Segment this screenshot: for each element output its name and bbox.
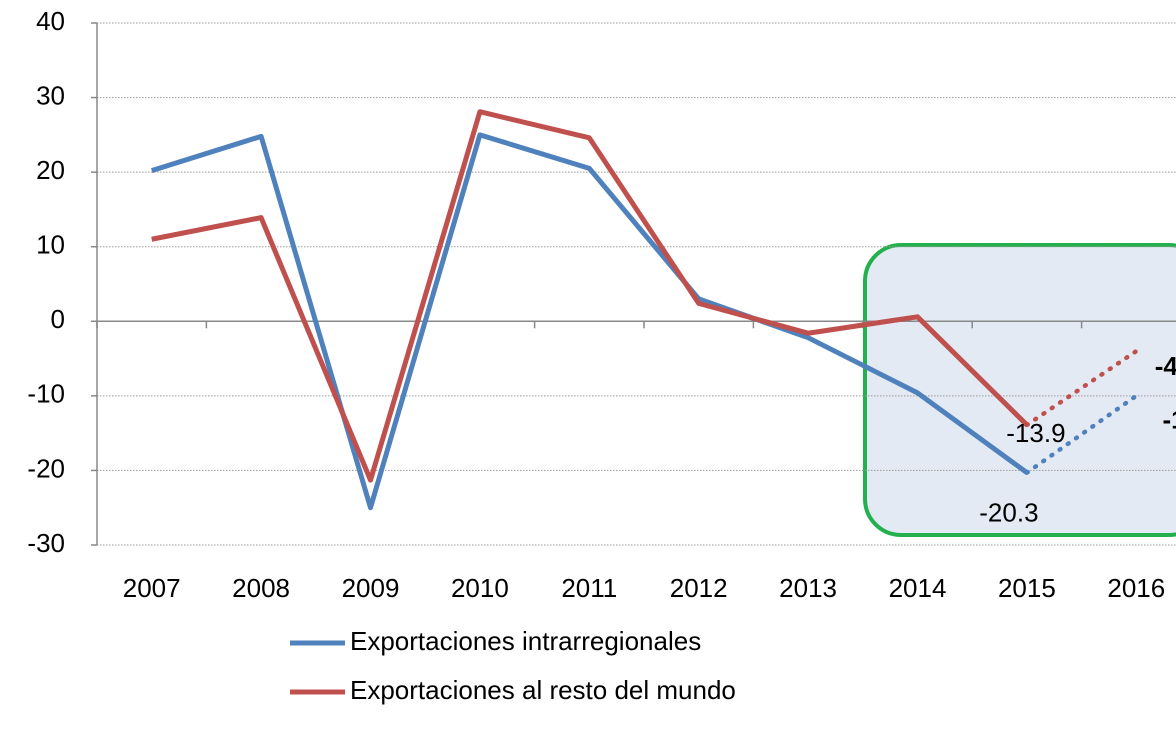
y-tick-label: 40 <box>36 6 65 36</box>
x-tick-label: 2012 <box>670 573 728 603</box>
x-tick-label: 2016 <box>1107 573 1165 603</box>
y-tick-label: 20 <box>36 155 65 185</box>
data-label: -20.3 <box>979 498 1038 528</box>
data-label: -10 <box>1163 405 1176 435</box>
y-tick-label: -10 <box>27 379 65 409</box>
series-line <box>150 132 1029 511</box>
x-tick-label: 2008 <box>232 573 290 603</box>
legend-label: Exportaciones al resto del mundo <box>350 675 736 705</box>
x-tick-label: 2015 <box>998 573 1056 603</box>
data-label: -4 <box>1155 351 1176 381</box>
series-projection <box>1024 393 1139 475</box>
y-tick-label: 30 <box>36 80 65 110</box>
series-projection <box>1024 348 1139 428</box>
y-tick-label: 0 <box>51 304 65 334</box>
data-label: -13.9 <box>1006 418 1065 448</box>
y-tick-label: 10 <box>36 230 65 260</box>
y-tick-label: -30 <box>27 528 65 558</box>
series-line <box>151 109 1029 483</box>
legend-label: Exportaciones intrarregionales <box>350 626 701 656</box>
x-tick-label: 2014 <box>889 573 947 603</box>
x-tick-label: 2010 <box>451 573 509 603</box>
x-tick-label: 2007 <box>123 573 181 603</box>
highlight-box <box>863 243 1176 537</box>
x-tick-label: 2009 <box>342 573 400 603</box>
x-tick-label: 2013 <box>779 573 837 603</box>
x-tick-label: 2011 <box>561 573 617 603</box>
y-tick-label: -20 <box>27 453 65 483</box>
